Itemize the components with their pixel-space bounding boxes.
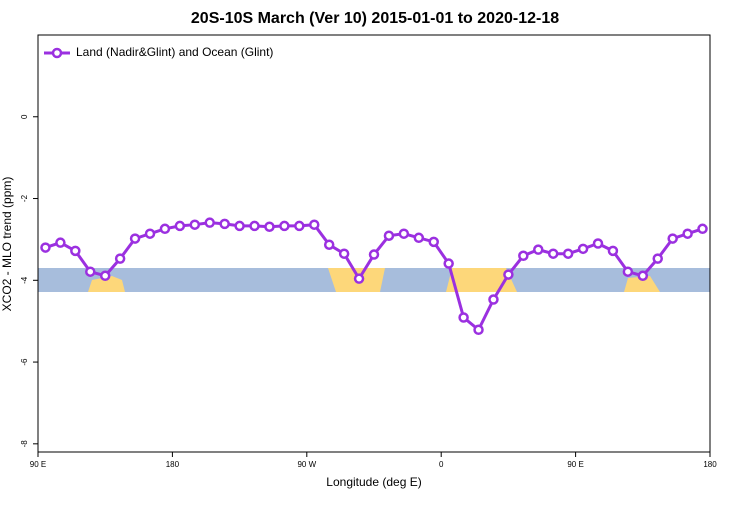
- data-point: [383, 230, 395, 241]
- data-point: [488, 294, 499, 305]
- data-point: [458, 312, 469, 323]
- x-tick-label: 90 E: [30, 460, 46, 469]
- data-point: [473, 324, 484, 336]
- data-point: [577, 243, 589, 255]
- data-point: [413, 232, 425, 244]
- data-point: [99, 270, 111, 282]
- data-point: [204, 217, 215, 228]
- data-point: [428, 236, 439, 248]
- land-band: [88, 276, 125, 292]
- x-axis-label: Longitude (deg E): [326, 475, 421, 489]
- data-point: [443, 258, 454, 269]
- legend-marker: [51, 47, 63, 59]
- y-tick-label: -6: [20, 358, 29, 366]
- data-point: [70, 245, 81, 257]
- data-point: [309, 219, 320, 230]
- land-ocean-strip: [38, 268, 710, 292]
- land-band: [624, 276, 660, 292]
- data-point: [174, 220, 186, 232]
- data-point: [667, 233, 678, 244]
- data-point: [159, 223, 171, 235]
- data-point: [338, 248, 350, 259]
- data-point: [637, 270, 649, 282]
- plot-frame: [37, 34, 711, 453]
- data-point: [398, 228, 410, 239]
- x-tick-label: 0: [439, 460, 444, 469]
- data-point: [533, 244, 544, 255]
- x-tick-label: 90 W: [297, 460, 316, 469]
- y-tick-label: -8: [20, 440, 29, 448]
- data-point: [234, 220, 245, 232]
- x-tick-label: 180: [703, 460, 717, 469]
- y-tick-label: 0: [20, 114, 29, 119]
- data-point: [518, 250, 529, 262]
- data-point: [264, 221, 275, 232]
- y-tick-label: -4: [20, 276, 29, 284]
- data-point: [652, 253, 663, 264]
- data-point: [562, 248, 574, 259]
- data-point: [323, 239, 335, 250]
- data-point: [368, 249, 380, 260]
- data-point: [189, 219, 201, 230]
- data-point: [85, 266, 96, 277]
- x-tick-label: 90 E: [567, 460, 583, 469]
- legend-label: Land (Nadir&Glint) and Ocean (Glint): [76, 45, 273, 59]
- data-point: [144, 228, 156, 239]
- data-point: [114, 253, 126, 264]
- data-point: [279, 220, 290, 232]
- data-point: [55, 237, 66, 248]
- data-point: [129, 233, 141, 244]
- data-point: [40, 242, 51, 253]
- data-point: [592, 238, 604, 249]
- data-point: [547, 248, 559, 259]
- data-point: [353, 273, 365, 284]
- data-point: [219, 218, 230, 230]
- y-tick-label: -2: [20, 194, 29, 202]
- x-tick-label: 180: [166, 460, 180, 469]
- data-point: [622, 266, 634, 277]
- land-band: [446, 268, 517, 292]
- data-point: [682, 228, 693, 239]
- y-axis-label: XCO2 - MLO trend (ppm): [0, 177, 14, 312]
- data-point: [503, 269, 514, 280]
- data-point: [249, 220, 260, 232]
- chart-title: 20S-10S March (Ver 10) 2015-01-01 to 202…: [191, 10, 559, 27]
- data-point: [294, 220, 305, 232]
- data-point: [607, 245, 619, 257]
- data-point: [697, 223, 708, 235]
